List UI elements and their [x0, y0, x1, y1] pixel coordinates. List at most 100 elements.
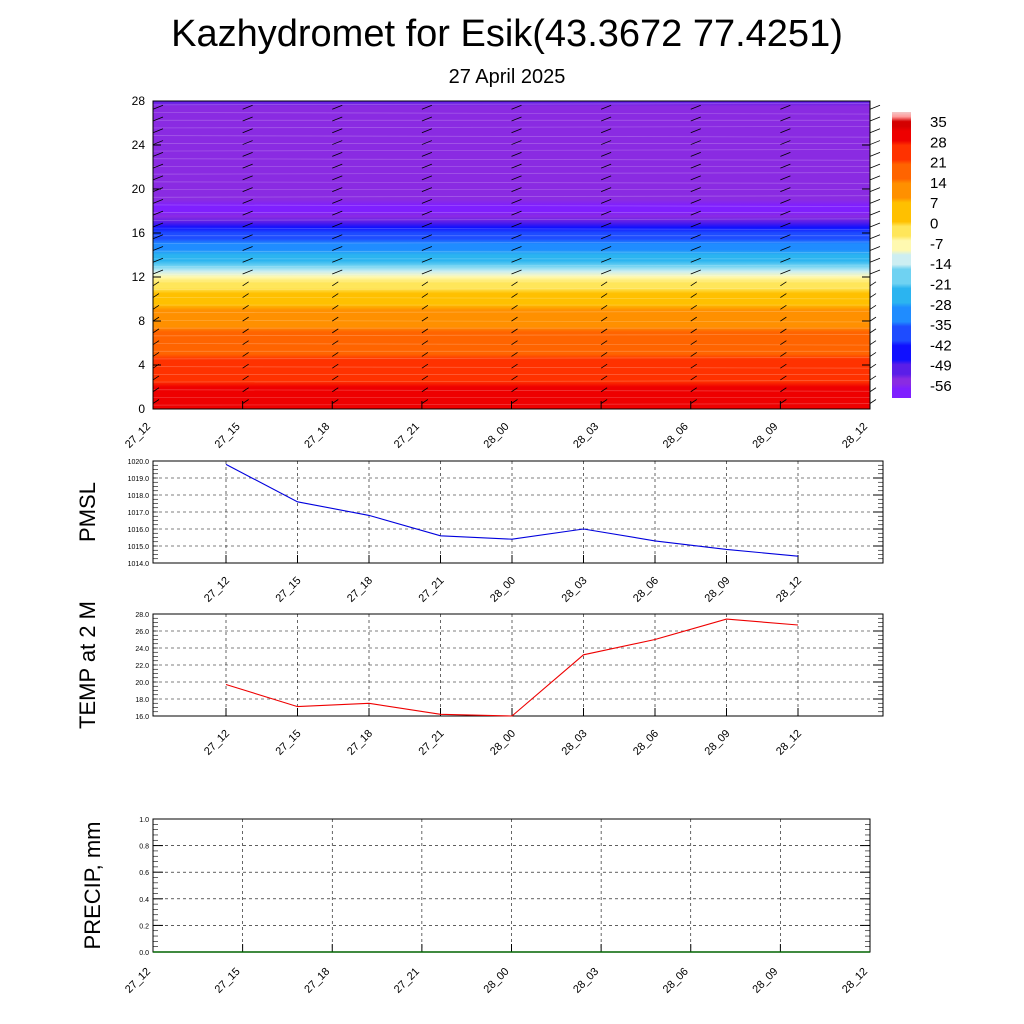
- wind-barb: [511, 175, 522, 181]
- y-axis-label: PMSL: [75, 482, 100, 542]
- wind-barb: [780, 210, 791, 216]
- wind-barb: [152, 175, 164, 181]
- x-tick-label: 28_06: [631, 728, 661, 758]
- wind-barb: [511, 163, 522, 169]
- wind-barb: [690, 352, 697, 357]
- wind-barb: [511, 293, 518, 298]
- wind-barb: [869, 187, 881, 193]
- colorbar-label: 0: [930, 216, 938, 233]
- wind-barb: [780, 328, 787, 334]
- x-tick-label: 28_09: [703, 575, 733, 605]
- wind-barb: [869, 387, 877, 393]
- wind-barb: [780, 305, 787, 310]
- wind-barb: [332, 222, 343, 228]
- wind-barb: [511, 104, 522, 110]
- isotherm-line: [152, 227, 871, 230]
- wind-barb: [690, 281, 697, 287]
- isotherm-line: [152, 158, 871, 161]
- wind-barb: [152, 340, 160, 345]
- wind-barb: [869, 316, 877, 322]
- wind-barb: [421, 387, 429, 393]
- wind-barb: [421, 281, 429, 287]
- wind-barb: [152, 210, 164, 216]
- wind-barb: [600, 363, 608, 369]
- wind-barb: [690, 199, 701, 204]
- wind-barb: [511, 234, 522, 240]
- wind-barb: [690, 257, 701, 263]
- wind-barb: [511, 363, 518, 369]
- wind-barb: [421, 163, 433, 169]
- wind-barb: [600, 387, 608, 393]
- isotherm-line: [152, 102, 871, 106]
- wind-barb: [242, 328, 249, 334]
- wind-barb: [332, 269, 343, 275]
- y-tick-label: 1.0: [139, 817, 149, 824]
- wind-barb: [421, 175, 433, 181]
- y-tick-label: 1017.0: [128, 510, 150, 517]
- wind-barb: [152, 222, 164, 228]
- wind-barb: [690, 246, 701, 251]
- wind-barb: [600, 151, 612, 157]
- wind-barb: [242, 340, 249, 345]
- wind-barb: [332, 387, 339, 393]
- wind-barb: [421, 116, 433, 122]
- wind-barb: [600, 293, 608, 298]
- wind-barb: [242, 187, 253, 193]
- wind-barb: [242, 257, 253, 263]
- x-tick-label: 27_18: [302, 421, 332, 451]
- wind-barb: [332, 175, 343, 181]
- wind-barb: [242, 352, 249, 357]
- y-tick-label: 0.4: [139, 897, 149, 904]
- wind-barb: [421, 316, 429, 322]
- wind-barb: [332, 293, 339, 298]
- wind-barb: [152, 328, 160, 334]
- x-tick-label: 27_21: [417, 728, 447, 758]
- wind-barb: [421, 104, 433, 110]
- isotherm-line: [152, 195, 871, 198]
- wind-barb: [421, 234, 433, 240]
- wind-barb: [152, 116, 164, 122]
- wind-barb: [332, 116, 343, 122]
- wind-barb: [690, 175, 701, 181]
- cross-section-fill: [153, 101, 870, 409]
- wind-barb: [152, 234, 164, 240]
- wind-barb: [511, 187, 522, 193]
- wind-barb: [152, 269, 164, 275]
- wind-barb: [511, 352, 518, 357]
- wind-barb: [152, 163, 164, 169]
- wind-barb: [511, 128, 522, 134]
- wind-barb: [332, 199, 343, 204]
- x-tick-label: 27_12: [123, 421, 153, 451]
- wind-barb: [869, 328, 877, 334]
- colorbar-label: -7: [930, 236, 943, 253]
- wind-barb: [242, 281, 249, 287]
- colorbar-label: 14: [930, 175, 947, 192]
- x-tick-label: 28_00: [488, 575, 518, 605]
- wind-barb: [511, 340, 518, 345]
- wind-barb: [869, 352, 877, 357]
- colorbar-label: 7: [930, 195, 938, 212]
- wind-barb: [242, 199, 253, 204]
- wind-barb: [869, 163, 881, 169]
- y-axis-label: TEMP at 2 M: [75, 601, 100, 729]
- x-tick-label: 27_15: [213, 421, 243, 451]
- x-tick-label: 28_06: [661, 966, 691, 996]
- wind-barb: [780, 340, 787, 345]
- wind-barb: [869, 305, 877, 310]
- wind-barb: [690, 104, 701, 110]
- wind-barb: [780, 199, 791, 204]
- wind-barb: [780, 163, 791, 169]
- wind-barb: [421, 328, 429, 334]
- wind-barb: [600, 116, 612, 122]
- x-tick-label: 27_15: [274, 728, 304, 758]
- wind-barb: [421, 222, 433, 228]
- wind-barb: [600, 281, 608, 287]
- wind-barb: [690, 140, 701, 145]
- wind-barb: [600, 163, 612, 169]
- isotherm-line: [152, 126, 871, 129]
- x-tick-label: 28_12: [774, 728, 804, 758]
- wind-barb: [511, 257, 522, 263]
- wind-barb: [690, 328, 697, 334]
- wind-barb: [690, 116, 701, 122]
